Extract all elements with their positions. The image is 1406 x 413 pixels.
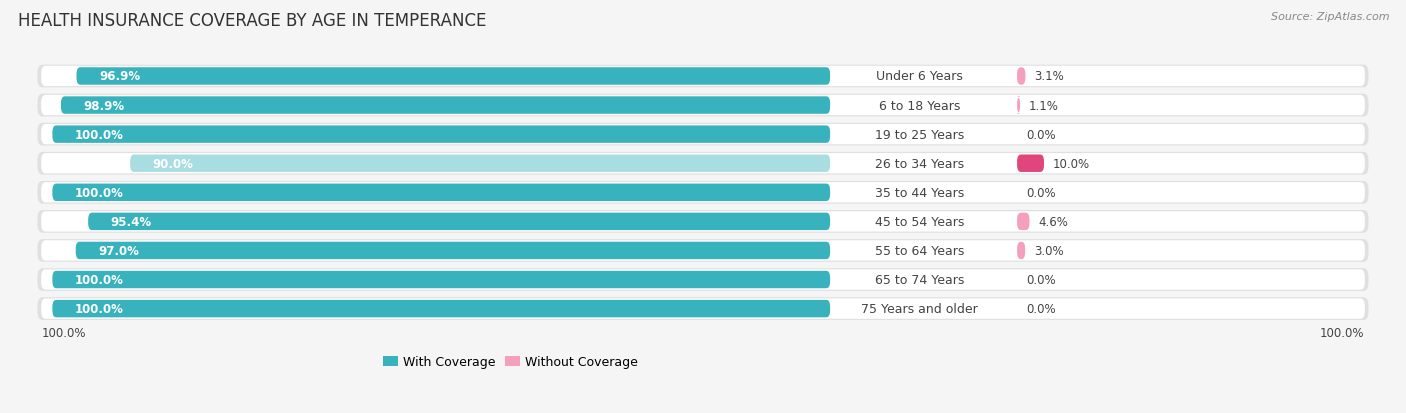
Text: HEALTH INSURANCE COVERAGE BY AGE IN TEMPERANCE: HEALTH INSURANCE COVERAGE BY AGE IN TEMP… <box>18 12 486 30</box>
FancyBboxPatch shape <box>41 154 1365 174</box>
Text: 45 to 54 Years: 45 to 54 Years <box>875 215 965 228</box>
Text: 55 to 64 Years: 55 to 64 Years <box>875 244 965 257</box>
Text: 19 to 25 Years: 19 to 25 Years <box>876 128 965 141</box>
Text: 3.1%: 3.1% <box>1035 70 1064 83</box>
Text: 100.0%: 100.0% <box>75 128 124 141</box>
FancyBboxPatch shape <box>41 212 1365 232</box>
Text: 65 to 74 Years: 65 to 74 Years <box>875 273 965 286</box>
Text: 6 to 18 Years: 6 to 18 Years <box>879 99 960 112</box>
Text: 96.9%: 96.9% <box>98 70 141 83</box>
Text: Source: ZipAtlas.com: Source: ZipAtlas.com <box>1271 12 1389 22</box>
Text: 1.1%: 1.1% <box>1029 99 1059 112</box>
FancyBboxPatch shape <box>41 241 1365 261</box>
Text: 98.9%: 98.9% <box>83 99 125 112</box>
FancyBboxPatch shape <box>41 270 1365 290</box>
FancyBboxPatch shape <box>41 66 1365 87</box>
Text: 26 to 34 Years: 26 to 34 Years <box>876 157 965 170</box>
Text: 100.0%: 100.0% <box>1320 326 1364 339</box>
Text: 100.0%: 100.0% <box>42 326 86 339</box>
Text: 0.0%: 0.0% <box>1026 302 1056 316</box>
FancyBboxPatch shape <box>38 95 1368 117</box>
Legend: With Coverage, Without Coverage: With Coverage, Without Coverage <box>382 355 638 368</box>
FancyBboxPatch shape <box>52 126 830 143</box>
Text: 0.0%: 0.0% <box>1026 186 1056 199</box>
FancyBboxPatch shape <box>1017 242 1025 259</box>
FancyBboxPatch shape <box>38 123 1368 146</box>
Text: 0.0%: 0.0% <box>1026 273 1056 286</box>
FancyBboxPatch shape <box>41 96 1365 116</box>
FancyBboxPatch shape <box>1017 213 1029 230</box>
FancyBboxPatch shape <box>38 152 1368 175</box>
FancyBboxPatch shape <box>1017 68 1025 85</box>
FancyBboxPatch shape <box>52 300 830 318</box>
Text: 100.0%: 100.0% <box>75 186 124 199</box>
FancyBboxPatch shape <box>1017 97 1021 114</box>
Text: 3.0%: 3.0% <box>1035 244 1064 257</box>
FancyBboxPatch shape <box>76 242 830 259</box>
FancyBboxPatch shape <box>38 181 1368 204</box>
FancyBboxPatch shape <box>1017 155 1045 173</box>
Text: 10.0%: 10.0% <box>1053 157 1090 170</box>
Text: 90.0%: 90.0% <box>153 157 194 170</box>
FancyBboxPatch shape <box>38 240 1368 262</box>
Text: 95.4%: 95.4% <box>111 215 152 228</box>
FancyBboxPatch shape <box>131 155 830 173</box>
FancyBboxPatch shape <box>89 213 830 230</box>
FancyBboxPatch shape <box>38 297 1368 320</box>
FancyBboxPatch shape <box>41 183 1365 203</box>
Text: 0.0%: 0.0% <box>1026 128 1056 141</box>
Text: Under 6 Years: Under 6 Years <box>876 70 963 83</box>
Text: 100.0%: 100.0% <box>75 273 124 286</box>
FancyBboxPatch shape <box>76 68 830 85</box>
Text: 97.0%: 97.0% <box>98 244 139 257</box>
Text: 4.6%: 4.6% <box>1039 215 1069 228</box>
FancyBboxPatch shape <box>38 211 1368 233</box>
FancyBboxPatch shape <box>41 125 1365 145</box>
FancyBboxPatch shape <box>38 268 1368 291</box>
FancyBboxPatch shape <box>60 97 830 114</box>
FancyBboxPatch shape <box>41 299 1365 319</box>
Text: 75 Years and older: 75 Years and older <box>862 302 979 316</box>
FancyBboxPatch shape <box>52 184 830 202</box>
Text: 35 to 44 Years: 35 to 44 Years <box>876 186 965 199</box>
FancyBboxPatch shape <box>38 66 1368 88</box>
FancyBboxPatch shape <box>52 271 830 289</box>
Text: 100.0%: 100.0% <box>75 302 124 316</box>
